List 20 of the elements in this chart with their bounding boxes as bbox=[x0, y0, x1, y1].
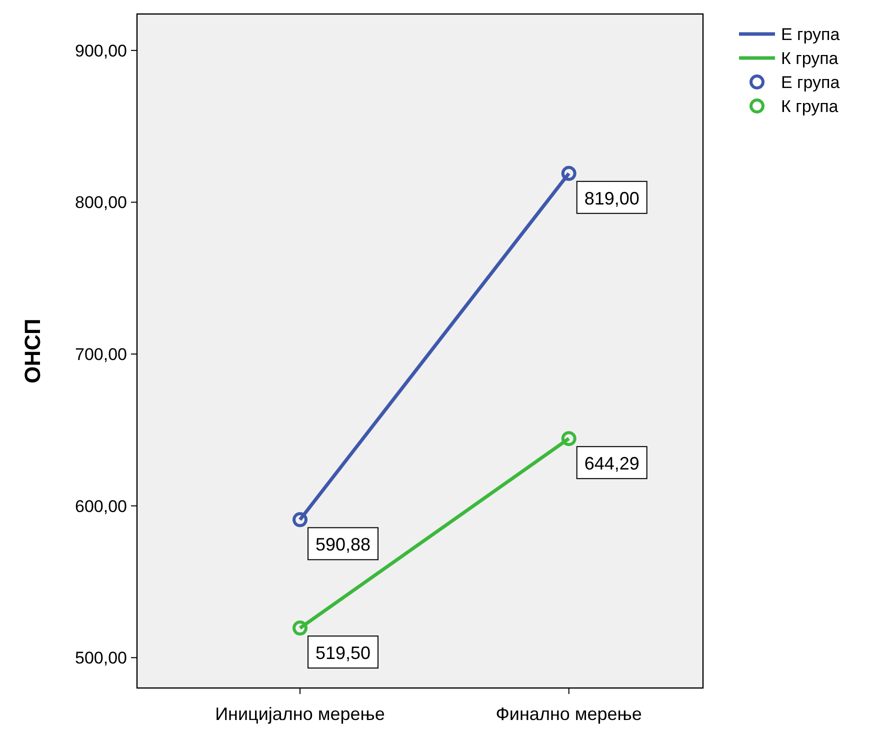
y-tick-label: 900,00 bbox=[75, 41, 127, 60]
x-tick-label: Иницијално мерење bbox=[215, 704, 385, 724]
legend-label: Е група bbox=[781, 73, 840, 92]
point bbox=[292, 512, 308, 528]
point bbox=[561, 166, 576, 181]
y-tick-label: 500,00 bbox=[75, 648, 127, 668]
data-label: 644,29 bbox=[584, 454, 640, 474]
point bbox=[561, 431, 576, 446]
text: Е група bbox=[781, 25, 840, 44]
data-label: 590,88 bbox=[315, 534, 371, 555]
point bbox=[292, 620, 308, 636]
legend-label: К група bbox=[781, 97, 839, 116]
data-label: 819,00 bbox=[584, 188, 640, 208]
y-tick-label: 600,00 bbox=[75, 496, 127, 516]
x-tick-label: Финално мерење bbox=[496, 704, 642, 724]
y-tick-label: 700,00 bbox=[75, 345, 127, 364]
y-tick-label: 800,00 bbox=[75, 193, 127, 212]
data-label: 519,50 bbox=[315, 643, 371, 664]
text: К група bbox=[781, 49, 838, 68]
y-axis-title: ОНСП bbox=[20, 318, 45, 384]
